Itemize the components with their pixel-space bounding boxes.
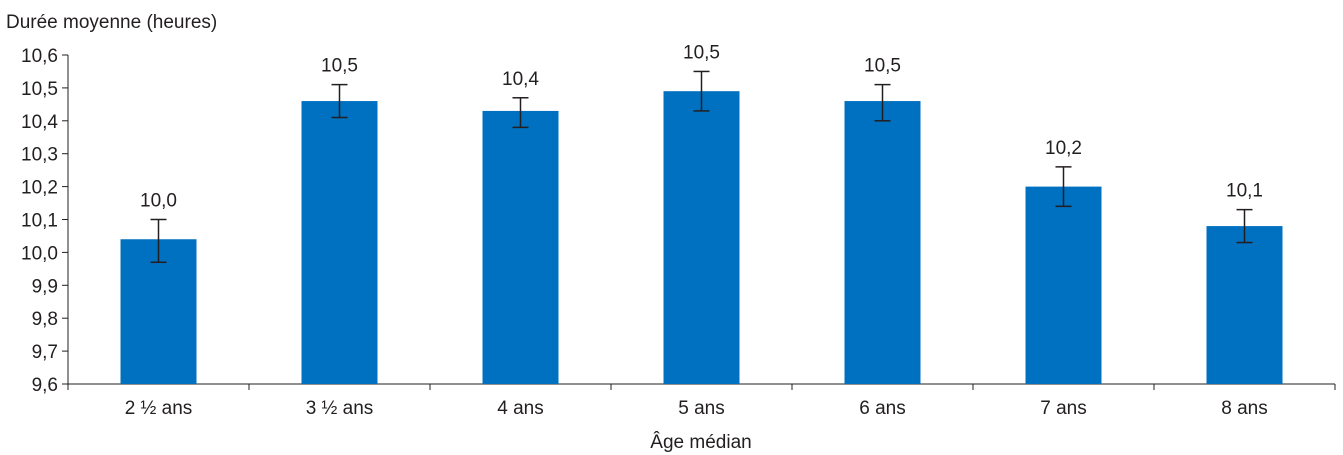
- x-tick-label: 7 ans: [1040, 398, 1086, 419]
- bars: [120, 91, 1283, 385]
- x-tick-label: 2 ½ ans: [125, 398, 193, 419]
- x-tick-label: 4 ans: [497, 398, 543, 419]
- x-tick-label: 8 ans: [1221, 398, 1267, 419]
- bar: [482, 110, 559, 385]
- y-tick-label: 9,6: [32, 375, 58, 396]
- bar: [663, 91, 740, 384]
- data-label: 10,4: [502, 69, 539, 90]
- y-tick-label: 9,7: [32, 342, 58, 363]
- bar: [844, 101, 921, 384]
- x-axis-title: Âge médian: [650, 431, 751, 453]
- x-tick-labels: 2 ½ ans 3 ½ ans 4 ans 5 ans 6 ans 7 ans 8 ans: [125, 398, 1268, 419]
- error-bars: [150, 70, 1253, 264]
- data-label: 10,1: [1226, 181, 1263, 202]
- data-label: 10,2: [1045, 138, 1082, 159]
- data-label: 10,5: [864, 56, 901, 77]
- y-tick-label: 10,5: [21, 79, 58, 100]
- x-tick-label: 6 ans: [859, 398, 905, 419]
- y-tick-label: 10,6: [21, 46, 58, 67]
- data-label: 10,0: [140, 191, 177, 212]
- y-tick-label: 10,1: [21, 211, 58, 232]
- bar: [301, 101, 378, 384]
- y-tick-label: 10,4: [21, 112, 58, 133]
- y-tick-label: 10,3: [21, 145, 58, 166]
- y-tick-label: 9,9: [32, 276, 58, 297]
- bar: [1025, 186, 1102, 384]
- data-label: 10,5: [321, 56, 358, 77]
- data-labels: 10,0 10,5 10,4 10,5 10,5 10,2 10,1: [140, 42, 1263, 211]
- bar: [120, 239, 197, 384]
- y-tick-label: 9,8: [32, 309, 58, 330]
- x-tick-label: 5 ans: [678, 398, 724, 419]
- y-tick-label: 10,0: [21, 243, 58, 264]
- bar: [1206, 226, 1283, 384]
- y-tick-labels: 9,6 9,7 9,8 9,9 10,0 10,1 10,2 10,3 10,4 10,5 10,6: [21, 46, 58, 396]
- y-axis-title: Durée moyenne (heures): [6, 12, 217, 33]
- data-label: 10,5: [683, 42, 720, 63]
- x-tick-label: 3 ½ ans: [306, 398, 374, 419]
- y-tick-label: 10,2: [21, 178, 58, 199]
